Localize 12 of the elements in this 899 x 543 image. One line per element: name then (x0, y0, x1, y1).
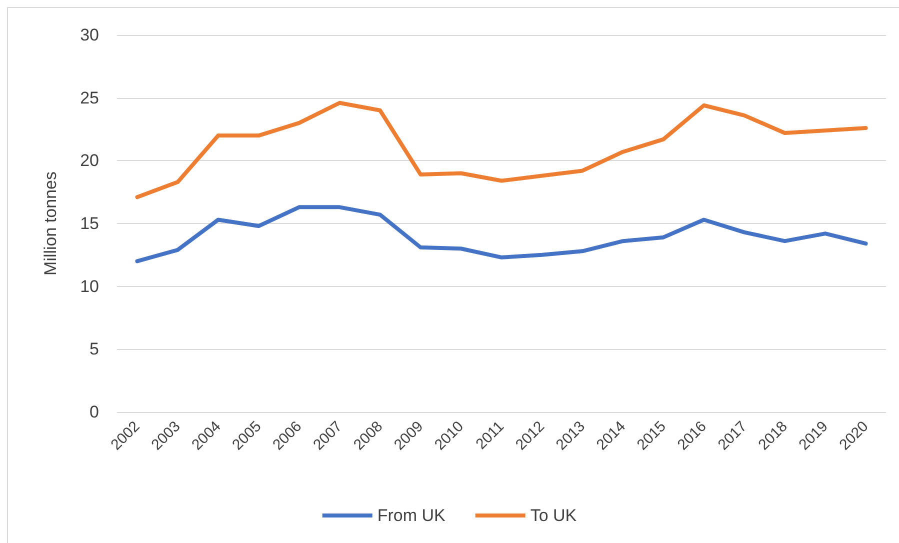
y-tick-label: 0 (90, 402, 99, 422)
y-tick-label: 30 (80, 26, 99, 44)
y-axis-title: Million tonnes (41, 172, 60, 276)
line-series (135, 100, 868, 200)
y-tick-label: 5 (90, 340, 99, 359)
line-series (135, 205, 868, 264)
legend-label: From UK (377, 506, 446, 525)
y-tick-label: 25 (80, 88, 99, 108)
y-tick-label: 10 (80, 276, 99, 296)
y-tick-label: 20 (80, 151, 99, 170)
y-tick-label: 15 (80, 214, 99, 233)
legend-label: To UK (530, 506, 578, 525)
